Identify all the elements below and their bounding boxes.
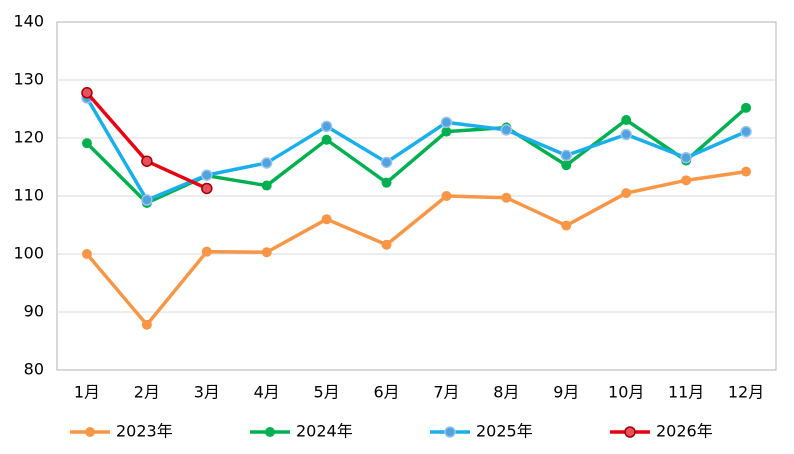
x-tick-label: 8月	[493, 383, 519, 402]
marker	[741, 102, 752, 113]
marker	[441, 191, 452, 201]
marker	[321, 134, 332, 145]
marker	[81, 138, 92, 149]
marker	[260, 157, 273, 169]
marker	[441, 126, 452, 137]
marker	[621, 115, 632, 126]
x-tick-label: 2月	[134, 383, 160, 402]
legend-marker	[624, 426, 636, 438]
y-tick-label: 120	[13, 128, 44, 147]
y-tick-label: 80	[24, 360, 44, 379]
legend-marker	[444, 426, 456, 438]
series-line	[85, 169, 747, 327]
series-line	[85, 91, 208, 191]
marker	[680, 151, 692, 164]
marker	[500, 124, 513, 136]
marker	[381, 239, 392, 250]
marker	[440, 116, 453, 129]
marker	[740, 125, 752, 138]
legend-label: 2023年	[116, 422, 173, 441]
x-tick-label: 11月	[668, 383, 704, 402]
x-tick-label: 10月	[608, 383, 644, 402]
marker	[380, 156, 393, 169]
marker	[81, 249, 92, 259]
y-tick-label: 130	[13, 70, 44, 89]
x-tick-label: 5月	[314, 383, 340, 402]
y-tick-label: 100	[13, 244, 44, 263]
marker	[561, 220, 572, 231]
marker	[321, 214, 332, 225]
x-tick-label: 1月	[74, 383, 100, 402]
marker	[201, 182, 213, 195]
legend-label: 2025年	[476, 422, 533, 441]
x-tick-label: 6月	[373, 383, 399, 402]
x-tick-label: 9月	[553, 383, 579, 402]
x-tick-label: 3月	[194, 383, 220, 402]
x-tick-label: 4月	[254, 383, 280, 402]
marker	[201, 246, 212, 257]
marker	[501, 192, 512, 203]
marker	[381, 177, 392, 188]
marker	[741, 166, 752, 177]
marker	[81, 87, 93, 99]
marker	[141, 155, 153, 167]
marker	[141, 319, 152, 330]
y-tick-label: 110	[13, 186, 44, 205]
marker	[261, 180, 272, 191]
marker	[320, 120, 333, 133]
marker	[621, 188, 632, 199]
marker	[560, 149, 573, 162]
marker	[620, 128, 632, 141]
x-tick-label: 7月	[433, 383, 459, 402]
marker	[201, 169, 213, 181]
marker	[141, 194, 153, 206]
legend-marker	[265, 427, 275, 437]
legend-label: 2026年	[656, 422, 713, 441]
marker	[261, 247, 272, 258]
y-tick-label: 140	[13, 12, 44, 31]
series-line	[85, 97, 747, 202]
marker	[561, 160, 572, 171]
y-tick-label: 90	[24, 302, 44, 321]
legend-label: 2024年	[296, 422, 353, 441]
x-tick-label: 12月	[728, 383, 764, 402]
marker	[681, 175, 692, 186]
legend-marker	[85, 427, 95, 437]
